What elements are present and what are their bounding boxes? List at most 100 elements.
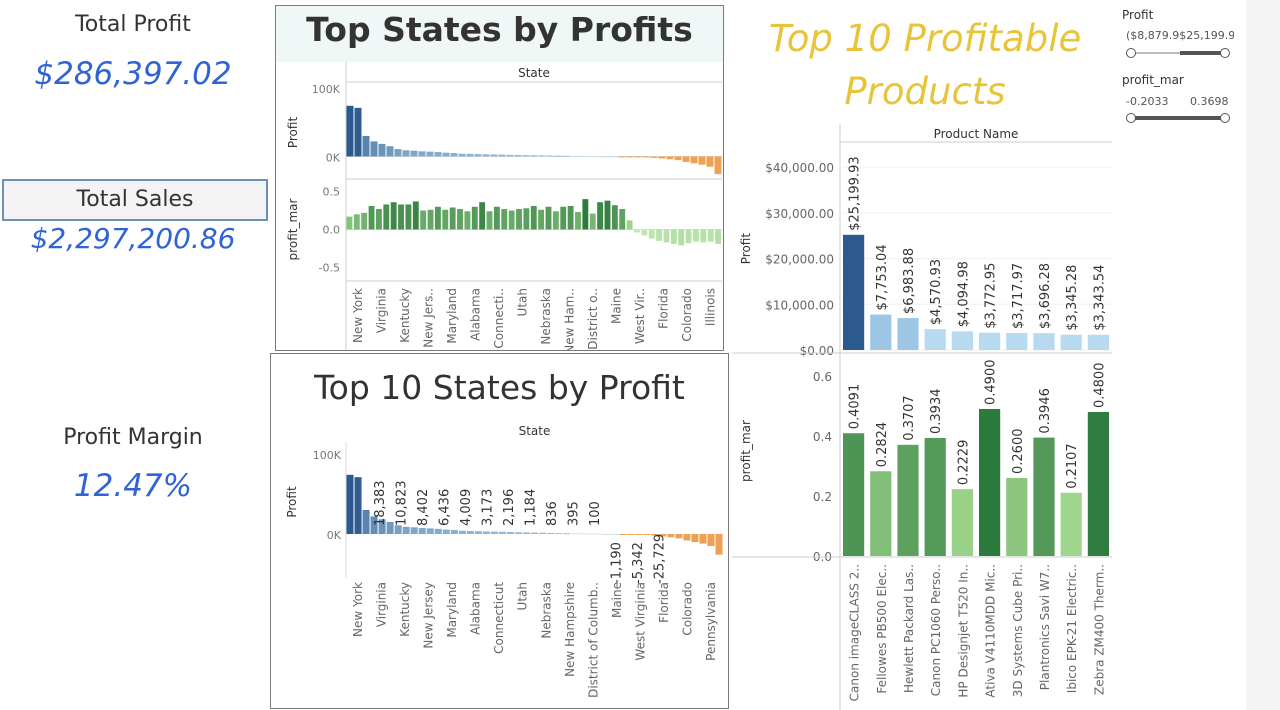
margin-bar [1033, 437, 1055, 556]
bar-data-label: 1,184 [524, 489, 539, 526]
top-10-states-title: Top 10 States by Profit [314, 368, 685, 407]
profit-bar [603, 533, 611, 535]
margin-bar [693, 229, 699, 242]
profit-bar [466, 153, 474, 157]
profit-bar [570, 155, 578, 157]
margin-slider-min-handle[interactable] [1126, 113, 1136, 123]
profit-bar [587, 533, 595, 535]
product-header: Product Name [934, 127, 1019, 141]
profit-bar [643, 534, 651, 535]
x-tick-label: Pennsylvania [704, 582, 718, 661]
margin-bar [843, 433, 865, 556]
y-tick-label: $40,000.00 [765, 161, 834, 175]
top-states-title: Top States by Profits [306, 10, 693, 49]
profit-bar [362, 510, 370, 534]
x-tick-label: Maryland [445, 582, 459, 638]
x-tick-label: Colorado [680, 288, 694, 342]
margin-slider-max-handle[interactable] [1220, 113, 1230, 123]
bar-data-label: 8,402 [416, 489, 431, 526]
profit-range-slider[interactable] [1126, 48, 1230, 58]
x-tick-label: Connecticut [492, 582, 506, 654]
margin-bar [375, 209, 382, 230]
y2-tick-label: 0.4 [813, 430, 832, 444]
margin-bar [479, 202, 486, 230]
profit-bar [346, 474, 354, 534]
profit-bar [667, 534, 675, 538]
margin-bar [464, 211, 471, 230]
profit-bar [715, 534, 723, 555]
y-tick-label: 0K [326, 151, 341, 164]
profit-bar [442, 152, 450, 157]
margin-bar [634, 229, 640, 233]
x-tick-label: 3D Systems Cube Pri.. [1011, 564, 1025, 697]
profit-bar [370, 141, 378, 157]
profit-bar [602, 156, 610, 158]
margin-bar [597, 202, 604, 230]
profit-bar [706, 156, 714, 167]
margin-data-label: 0.2824 [875, 422, 890, 468]
margin-bar [560, 206, 567, 230]
profit-bar [418, 151, 426, 157]
margin-data-label: 0.4091 [848, 384, 863, 430]
profit-bar [595, 533, 603, 535]
profit-bar [418, 528, 426, 534]
profit-bar [651, 534, 659, 536]
margin-bar [545, 206, 552, 230]
profit-bar [626, 156, 634, 158]
profit-data-label: $3,772.95 [984, 263, 999, 329]
profit-bar [699, 534, 707, 544]
profit-data-label: $3,345.28 [1065, 265, 1080, 331]
profit-bar [410, 150, 418, 157]
top-products-title: Top 10 Profitable Products [768, 17, 1082, 113]
total-sales-card[interactable]: Total Sales [2, 179, 268, 221]
profit-bar [578, 155, 586, 157]
profit-bar [474, 154, 482, 157]
margin-bar [715, 229, 721, 244]
margin-bar [575, 212, 581, 230]
margin-range-slider[interactable] [1126, 113, 1230, 123]
margin-bar [870, 471, 892, 556]
margin-bar [924, 437, 946, 556]
profit-slider-max-handle[interactable] [1220, 48, 1230, 58]
profit-filter-label: Profit [1122, 8, 1154, 22]
scroll-gutter [1246, 0, 1280, 710]
margin-bar [626, 220, 633, 230]
profit-bar [434, 152, 442, 157]
profit-bar [378, 519, 386, 534]
x-tick-label: Ativa V4110MDD Mic.. [984, 564, 998, 698]
x-tick-label: Zebra ZM400 Therm.. [1092, 564, 1106, 695]
x-tick-label: Plantronics Savi W7.. [1038, 564, 1052, 690]
bar-data-label: -1,190 [610, 542, 625, 584]
margin-data-label: 0.2107 [1065, 443, 1080, 489]
profit-bar [579, 533, 587, 535]
profit-bar [394, 525, 402, 534]
x-tick-label: HP Designjet T520 In.. [956, 564, 970, 698]
profit-data-label: $3,343.54 [1092, 265, 1107, 331]
x-tick-label: Canon imageCLASS 2.. [848, 564, 862, 701]
bar-data-label: 3,173 [481, 489, 496, 526]
y-tick-label: $0.00 [800, 344, 834, 358]
profit-bar [571, 533, 579, 535]
margin-bar [663, 229, 670, 243]
margin-bar [508, 210, 515, 230]
y-tick-label: 0K [327, 529, 342, 542]
y2-tick-label: 0.6 [813, 370, 832, 384]
profit-slider-min-handle[interactable] [1126, 48, 1136, 58]
profit-data-label: $25,199.93 [848, 156, 863, 230]
margin-bar [897, 444, 919, 556]
y-tick-label: $10,000.00 [765, 298, 834, 312]
profit-bar [658, 156, 666, 159]
total-profit-label: Total Profit [75, 12, 191, 37]
profit-bar [674, 156, 682, 161]
x-tick-label: Florida [657, 582, 671, 623]
margin-bar [619, 209, 626, 230]
profit-bar [514, 532, 522, 534]
profit-bar [402, 150, 410, 157]
margin-bar [420, 210, 427, 230]
bar-data-label: 2,196 [502, 489, 517, 526]
profit-bar [675, 534, 683, 539]
x-tick-label: Illinois [703, 288, 717, 326]
profit-bar [530, 155, 538, 157]
profit-bar [619, 534, 627, 535]
x-tick-label: West Virginia [634, 582, 648, 661]
